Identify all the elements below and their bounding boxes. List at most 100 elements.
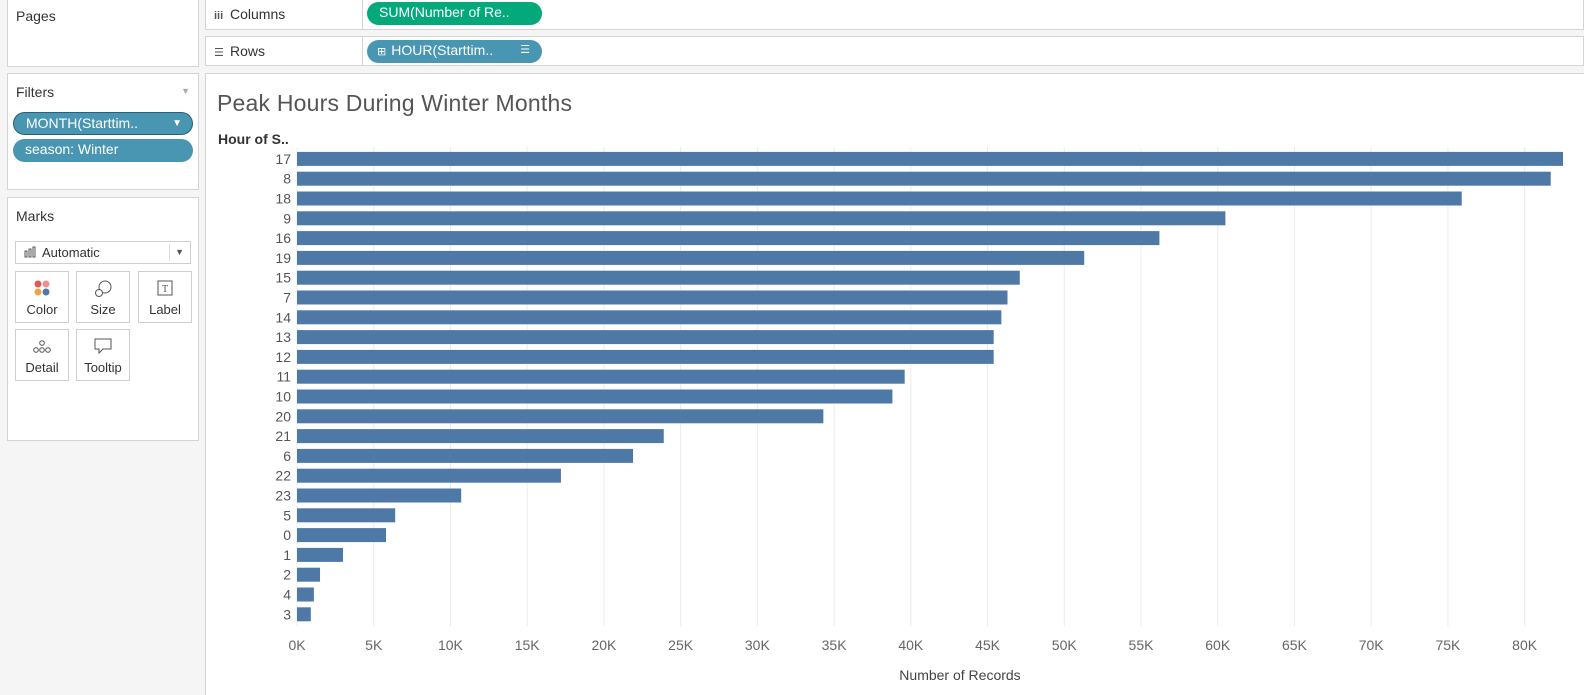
x-tick-label: 50K xyxy=(1052,637,1078,653)
x-tick-label: 35K xyxy=(822,637,848,653)
label-button[interactable]: T Label xyxy=(138,271,192,323)
x-tick-label: 80K xyxy=(1512,637,1538,653)
bar[interactable] xyxy=(297,290,1008,305)
columns-pill-sum-records[interactable]: SUM(Number of Re.. xyxy=(367,2,542,25)
bar[interactable] xyxy=(297,409,824,424)
size-icon xyxy=(77,278,129,300)
detail-button[interactable]: Detail xyxy=(15,329,69,381)
bar[interactable] xyxy=(297,171,1551,186)
rows-shelf-label: ☰ Rows xyxy=(214,43,265,59)
columns-label-text: Columns xyxy=(230,6,286,22)
y-tick-label: 15 xyxy=(275,270,291,286)
expand-icon[interactable]: ⊞ xyxy=(377,46,387,58)
bar[interactable] xyxy=(297,468,561,483)
chart-view[interactable]: Peak Hours During Winter Months Hour of … xyxy=(205,73,1584,695)
bar[interactable] xyxy=(297,389,893,404)
y-tick-label: 1 xyxy=(283,547,291,563)
y-tick-label: 19 xyxy=(275,250,291,266)
bar[interactable] xyxy=(297,567,321,582)
filter-pill-month[interactable]: MONTH(Starttim.. ▼ xyxy=(13,112,193,135)
bar[interactable] xyxy=(297,231,1160,246)
bar[interactable] xyxy=(297,310,1002,325)
pages-panel[interactable]: Pages xyxy=(7,0,199,67)
bar[interactable] xyxy=(297,508,396,523)
detail-label: Detail xyxy=(25,360,59,375)
y-tick-label: 17 xyxy=(275,151,291,167)
y-tick-label: 0 xyxy=(283,527,291,543)
y-tick-label: 13 xyxy=(275,329,291,345)
bar[interactable] xyxy=(297,448,634,463)
marks-panel: Marks Automatic ▼ Color xyxy=(7,197,199,441)
y-tick-label: 7 xyxy=(283,290,291,306)
mark-type-label: Automatic xyxy=(42,245,100,260)
bar[interactable] xyxy=(297,349,994,364)
x-tick-label: 20K xyxy=(591,637,617,653)
size-label: Size xyxy=(90,302,116,317)
filters-title: Filters xyxy=(16,84,55,100)
rows-label-text: Rows xyxy=(230,43,266,59)
marks-title: Marks xyxy=(16,208,55,224)
y-tick-label: 5 xyxy=(283,507,291,523)
mark-type-dropdown[interactable]: Automatic ▼ xyxy=(15,241,191,264)
chevron-down-icon[interactable]: ▼ xyxy=(175,247,184,257)
size-button[interactable]: Size xyxy=(76,271,130,323)
pages-title: Pages xyxy=(16,8,56,24)
x-tick-label: 10K xyxy=(438,637,464,653)
y-tick-label: 20 xyxy=(275,408,291,424)
x-tick-label: 75K xyxy=(1435,637,1461,653)
bar[interactable] xyxy=(297,270,1020,285)
y-tick-label: 6 xyxy=(283,448,291,464)
y-tick-label: 8 xyxy=(283,171,291,187)
shelf-divider xyxy=(362,0,363,29)
filters-panel[interactable]: Filters ▼ MONTH(Starttim.. ▼ season: Win… xyxy=(7,73,199,190)
bar[interactable] xyxy=(297,547,344,562)
x-tick-label: 70K xyxy=(1359,637,1385,653)
svg-text:T: T xyxy=(162,284,168,295)
tooltip-button[interactable]: Tooltip xyxy=(76,329,130,381)
rows-shelf[interactable]: ☰ Rows ⊞ HOUR(Starttim.. ☰ xyxy=(205,36,1584,66)
bar[interactable] xyxy=(297,250,1085,265)
chart-title: Peak Hours During Winter Months xyxy=(217,90,573,116)
columns-shelf[interactable]: iii Columns SUM(Number of Re.. xyxy=(205,0,1584,30)
bar-chart: Hour of S..17818916191571413121110202162… xyxy=(218,131,1563,683)
rows-pill-label: HOUR(Starttim.. xyxy=(391,42,494,58)
bar[interactable] xyxy=(297,151,1563,166)
color-button[interactable]: Color xyxy=(15,271,69,323)
sort-descending-icon[interactable]: ☰ xyxy=(520,44,530,56)
y-axis-title: Hour of S.. xyxy=(218,131,289,147)
y-tick-label: 10 xyxy=(275,389,291,405)
rows-pill-hour[interactable]: ⊞ HOUR(Starttim.. ☰ xyxy=(367,40,542,63)
bar[interactable] xyxy=(297,488,462,503)
bar[interactable] xyxy=(297,211,1226,226)
y-tick-label: 16 xyxy=(275,230,291,246)
bar[interactable] xyxy=(297,330,994,345)
x-tick-label: 65K xyxy=(1282,637,1308,653)
left-edge xyxy=(0,0,7,695)
y-tick-label: 4 xyxy=(283,587,291,603)
bar[interactable] xyxy=(297,191,1462,206)
label-icon: T xyxy=(139,278,191,300)
y-tick-label: 18 xyxy=(275,191,291,207)
y-tick-label: 9 xyxy=(283,210,291,226)
bar[interactable] xyxy=(297,369,905,384)
color-icon xyxy=(16,278,68,300)
bar[interactable] xyxy=(297,429,664,444)
label-label: Label xyxy=(149,302,181,317)
filter-pill-month-label: MONTH(Starttim.. xyxy=(26,115,138,131)
x-tick-label: 5K xyxy=(365,637,383,653)
columns-pill-label: SUM(Number of Re.. xyxy=(379,4,510,20)
filters-menu-icon[interactable]: ▼ xyxy=(181,86,190,96)
bar[interactable] xyxy=(297,528,387,543)
x-tick-label: 45K xyxy=(975,637,1001,653)
dropdown-separator xyxy=(169,244,170,261)
bar[interactable] xyxy=(297,607,311,622)
tooltip-icon xyxy=(77,336,129,358)
bar[interactable] xyxy=(297,587,314,602)
x-tick-label: 60K xyxy=(1205,637,1231,653)
detail-icon xyxy=(16,336,68,358)
filter-pill-season[interactable]: season: Winter xyxy=(13,139,193,162)
chevron-down-icon[interactable]: ▼ xyxy=(172,118,182,129)
x-tick-label: 55K xyxy=(1129,637,1155,653)
y-tick-label: 11 xyxy=(276,369,291,385)
